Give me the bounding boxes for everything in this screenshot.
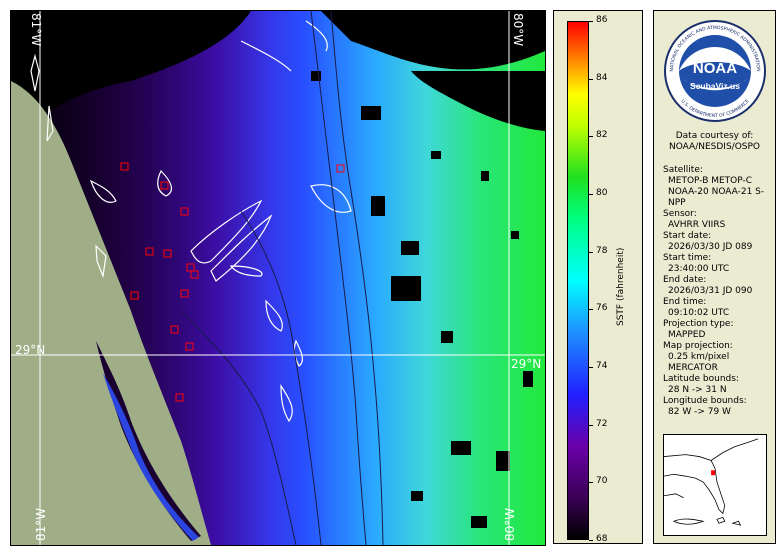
credit-line-2: NOAA/NESDIS/OSPO: [668, 142, 761, 152]
colorbar-tick-label: 72: [596, 418, 608, 429]
sst-map[interactable]: 29°N 29°N 81°W 80°W 81°W 80°W: [10, 10, 546, 546]
start-time-label: Start time:: [663, 253, 712, 263]
longitude-bounds-label: Longitude bounds:: [663, 396, 747, 406]
colorbar-tick-label: 84: [596, 72, 608, 83]
colorbar-legend: 86 84 82 80 78 76 74 72 70 68 SSTF (fahrenheit): [553, 10, 643, 544]
colorbar-tick-mark: [589, 194, 593, 195]
bathymetry-contours: [180, 11, 384, 545]
colorbar-tick-label: 82: [596, 130, 608, 141]
map-projection-resolution: 0.25 km/pixel: [668, 352, 730, 362]
land-mainland: [11, 81, 211, 545]
locator-inset-map: [663, 434, 767, 536]
cloud-mask: [11, 11, 545, 528]
lon-label-bottom-right: 80°W: [503, 507, 517, 541]
map-projection-label: Map projection:: [663, 341, 733, 351]
map-projection-name: MERCATOR: [668, 363, 718, 373]
graticule: [11, 11, 545, 545]
colorbar-tick-mark: [589, 309, 593, 311]
end-time-value: 09:10:02 UTC: [668, 308, 730, 318]
start-date-value: 2026/03/30 JD 089: [668, 242, 753, 252]
lat-label-right: 29°N: [511, 357, 542, 371]
colorbar-tick-mark: [589, 136, 593, 138]
sensor-value: AVHRR VIIRS: [668, 220, 726, 230]
colorbar-tick-mark: [589, 482, 593, 484]
end-date-label: End date:: [663, 275, 707, 285]
lon-label-top-left: 81°W: [29, 13, 43, 47]
lon-label-top-right: 80°W: [511, 13, 525, 47]
sensor-label: Sensor:: [663, 209, 697, 219]
colorbar-tick-mark: [589, 21, 593, 22]
colorbar-unit-label: SSTF (fahrenheit): [616, 247, 626, 326]
satellite-value: METOP-B METOP-C NOAA-20 NOAA-21 S-NPP: [668, 176, 765, 208]
colorbar-tick-label: 78: [596, 245, 608, 256]
data-credit: Data courtesy of: NOAA/NESDIS/OSPO: [654, 131, 775, 153]
noaa-logo: NOAA ScubaViz.us NATIONAL OCEANIC AND AT…: [664, 20, 766, 122]
sst-map-canvas: [11, 11, 545, 545]
lat-label-left: 29°N: [15, 343, 46, 357]
logo-text: NOAA: [693, 60, 737, 77]
projection-type-value: MAPPED: [668, 330, 706, 340]
metadata-panel: NOAA ScubaViz.us NATIONAL OCEANIC AND AT…: [653, 10, 776, 544]
logo-subtext: ScubaViz.us: [690, 81, 740, 91]
colorbar-tick-mark: [589, 78, 593, 80]
colorbar-tick-mark: [589, 367, 593, 368]
satellite-label: Satellite:: [663, 165, 703, 175]
colorbar-tick-label: 74: [596, 361, 608, 371]
colorbar-tick-label: 68: [596, 534, 608, 544]
metadata-list: Satellite: METOP-B METOP-C NOAA-20 NOAA-…: [663, 165, 773, 418]
colorbar-tick-label: 70: [596, 476, 608, 487]
lon-label-bottom-left: 81°W: [34, 507, 48, 541]
colorbar-tick-mark: [589, 251, 593, 253]
projection-type-label: Projection type:: [663, 319, 734, 329]
colorbar-tick-mark: [589, 424, 593, 426]
longitude-bounds-value: 82 W -> 79 W: [668, 407, 731, 417]
coastlines: [30, 20, 352, 423]
land-sliver: [11, 473, 37, 487]
latitude-bounds-value: 28 N -> 31 N: [668, 385, 727, 395]
station-markers: [120, 162, 345, 402]
colorbar-tick-label: 76: [596, 303, 608, 314]
credit-line-1: Data courtesy of:: [675, 131, 754, 141]
start-time-value: 23:40:00 UTC: [668, 264, 730, 274]
latitude-bounds-label: Latitude bounds:: [663, 374, 739, 384]
end-date-value: 2026/03/31 JD 090: [668, 286, 753, 296]
inset-area-marker: [711, 470, 715, 476]
colorbar-ramp: [567, 21, 589, 540]
colorbar-tick-label: 86: [596, 15, 608, 25]
colorbar-tick-mark: [589, 540, 593, 541]
colorbar-tick-label: 80: [596, 188, 608, 198]
start-date-label: Start date:: [663, 231, 712, 241]
end-time-label: End time:: [663, 297, 707, 307]
